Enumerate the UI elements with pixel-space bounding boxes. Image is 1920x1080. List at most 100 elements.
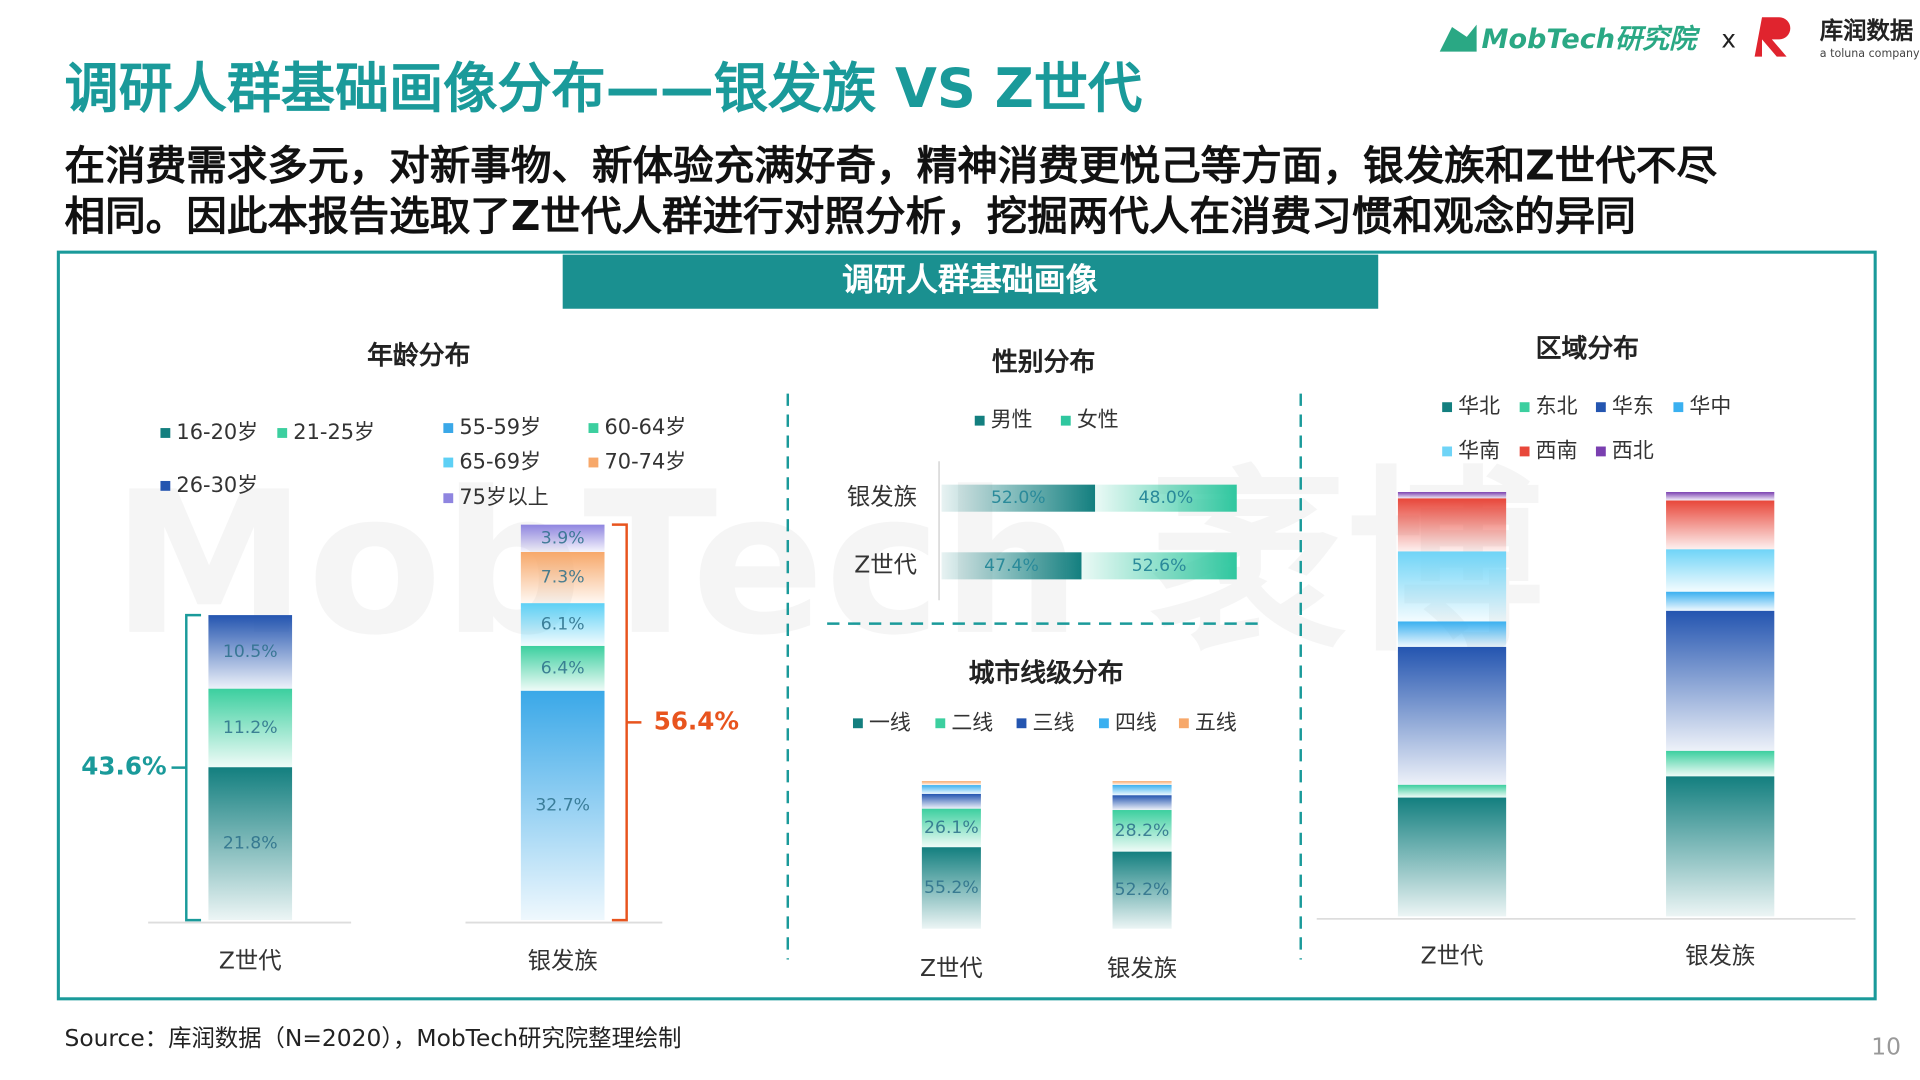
legend-label: 华东 bbox=[1612, 394, 1654, 418]
bar-segment bbox=[1397, 646, 1507, 785]
value-label: 21.8% bbox=[223, 834, 278, 854]
bar-segment bbox=[1666, 591, 1775, 611]
legend-swatch bbox=[1098, 718, 1109, 729]
page-number: 10 bbox=[1871, 1033, 1901, 1061]
legend-label: 60-64岁 bbox=[605, 415, 687, 439]
bracket bbox=[611, 523, 642, 922]
legend-label: 华北 bbox=[1458, 394, 1500, 418]
logo-kurun-sub: a toluna company bbox=[1820, 47, 1920, 60]
chart-title: 年龄分布 bbox=[367, 340, 470, 371]
legend-swatch bbox=[160, 428, 171, 438]
bar-segment bbox=[1397, 498, 1507, 552]
legend-label: 华中 bbox=[1689, 394, 1731, 418]
bar-segment bbox=[941, 552, 1082, 580]
legend-swatch bbox=[1178, 718, 1189, 729]
annotation: 56.4% bbox=[654, 706, 739, 735]
legend-swatch bbox=[1016, 718, 1027, 729]
bar-segment bbox=[1095, 484, 1237, 512]
category-label: 银发族 bbox=[1107, 954, 1177, 982]
legend-swatch bbox=[974, 415, 985, 426]
legend-label: 三线 bbox=[1033, 710, 1075, 734]
bar-segment bbox=[208, 767, 293, 921]
value-label: 11.2% bbox=[223, 718, 278, 738]
logo-r bbox=[1754, 17, 1791, 57]
legend-swatch bbox=[443, 457, 454, 468]
chart-title: 城市线级分布 bbox=[969, 658, 1124, 689]
legend-swatch bbox=[935, 718, 946, 729]
bar-segment bbox=[520, 690, 605, 921]
legend-label: 男性 bbox=[991, 408, 1033, 432]
bar-segment bbox=[1112, 810, 1172, 852]
bracket bbox=[171, 613, 202, 922]
panel-header bbox=[562, 254, 1379, 309]
value-label: 6.1% bbox=[541, 615, 585, 635]
legend-swatch bbox=[1519, 446, 1530, 457]
bar-segment bbox=[520, 524, 605, 552]
category-label: 银发族 bbox=[528, 946, 598, 974]
legend-swatch bbox=[443, 423, 454, 433]
watermark: MobTech 袤博 bbox=[111, 450, 1543, 679]
bar-segment bbox=[1397, 551, 1507, 622]
legend-swatch bbox=[1595, 402, 1606, 413]
logo-x: x bbox=[1721, 25, 1736, 54]
legend-label: 西南 bbox=[1536, 438, 1578, 462]
value-label: 47.4% bbox=[984, 556, 1039, 576]
legend-swatch bbox=[443, 493, 454, 504]
legend-label: 55-59岁 bbox=[459, 415, 541, 439]
legend-swatch bbox=[1060, 415, 1071, 426]
bar-segment bbox=[941, 484, 1096, 512]
legend-swatch bbox=[1673, 402, 1684, 413]
legend-label: 四线 bbox=[1115, 710, 1157, 734]
legend-label: 26-30岁 bbox=[176, 473, 258, 497]
bar-segment bbox=[1666, 776, 1775, 917]
legend-label: 二线 bbox=[951, 710, 993, 734]
legend-label: 70-74岁 bbox=[605, 450, 687, 474]
title: 调研人群基础画像分布——银发族 VS Z世代 bbox=[65, 57, 1143, 120]
bar-segment bbox=[1112, 784, 1172, 796]
chart-title: 区域分布 bbox=[1536, 334, 1639, 364]
legend-label: 21-25岁 bbox=[293, 420, 375, 444]
legend-swatch bbox=[588, 423, 599, 433]
bar-segment bbox=[520, 551, 605, 604]
bar-segment bbox=[921, 808, 981, 848]
category-label: Z世代 bbox=[854, 550, 917, 578]
value-label: 26.1% bbox=[924, 818, 979, 838]
bar-segment bbox=[1397, 784, 1507, 798]
category-label: Z世代 bbox=[920, 954, 983, 982]
logo-mobtech: MobTech研究院 bbox=[1482, 24, 1702, 55]
legend-label: 65-69岁 bbox=[459, 450, 541, 474]
bar-segment bbox=[1666, 549, 1775, 592]
legend-label: 75岁以上 bbox=[459, 485, 548, 509]
bar-segment bbox=[1112, 851, 1172, 929]
bar-segment bbox=[1666, 750, 1775, 777]
legend-label: 西北 bbox=[1612, 438, 1654, 462]
panel-title: 调研人群基础画像 bbox=[842, 261, 1098, 299]
bar-segment bbox=[520, 645, 605, 691]
legend-swatch bbox=[1519, 402, 1530, 413]
bar-segment bbox=[1397, 492, 1507, 499]
logo-icon bbox=[1439, 24, 1477, 52]
legend-label: 华南 bbox=[1458, 438, 1500, 462]
bar-segment bbox=[208, 615, 293, 689]
bar-segment bbox=[1397, 621, 1507, 647]
legend-label: 女性 bbox=[1077, 408, 1119, 432]
bar-segment bbox=[921, 781, 981, 786]
chart-title: 性别分布 bbox=[992, 347, 1095, 377]
value-label: 6.4% bbox=[541, 658, 585, 678]
legend-swatch bbox=[1595, 446, 1606, 457]
legend-label: 16-20岁 bbox=[176, 420, 258, 444]
bar-segment bbox=[520, 603, 605, 646]
bar-segment bbox=[921, 847, 981, 929]
value-label: 48.0% bbox=[1139, 488, 1194, 508]
value-label: 32.7% bbox=[535, 795, 590, 815]
bar-segment bbox=[921, 793, 981, 809]
value-label: 55.2% bbox=[924, 878, 979, 898]
category-label: 银发族 bbox=[1685, 941, 1755, 969]
subtitle-line: 相同。因此本报告选取了Z世代人群进行对照分析，挖掘两代人在消费习惯和观念的异同 bbox=[65, 192, 1636, 240]
legend-swatch bbox=[160, 480, 171, 491]
panel-border bbox=[56, 250, 1877, 1001]
bar-segment bbox=[1666, 610, 1775, 751]
value-label: 52.6% bbox=[1132, 556, 1187, 576]
